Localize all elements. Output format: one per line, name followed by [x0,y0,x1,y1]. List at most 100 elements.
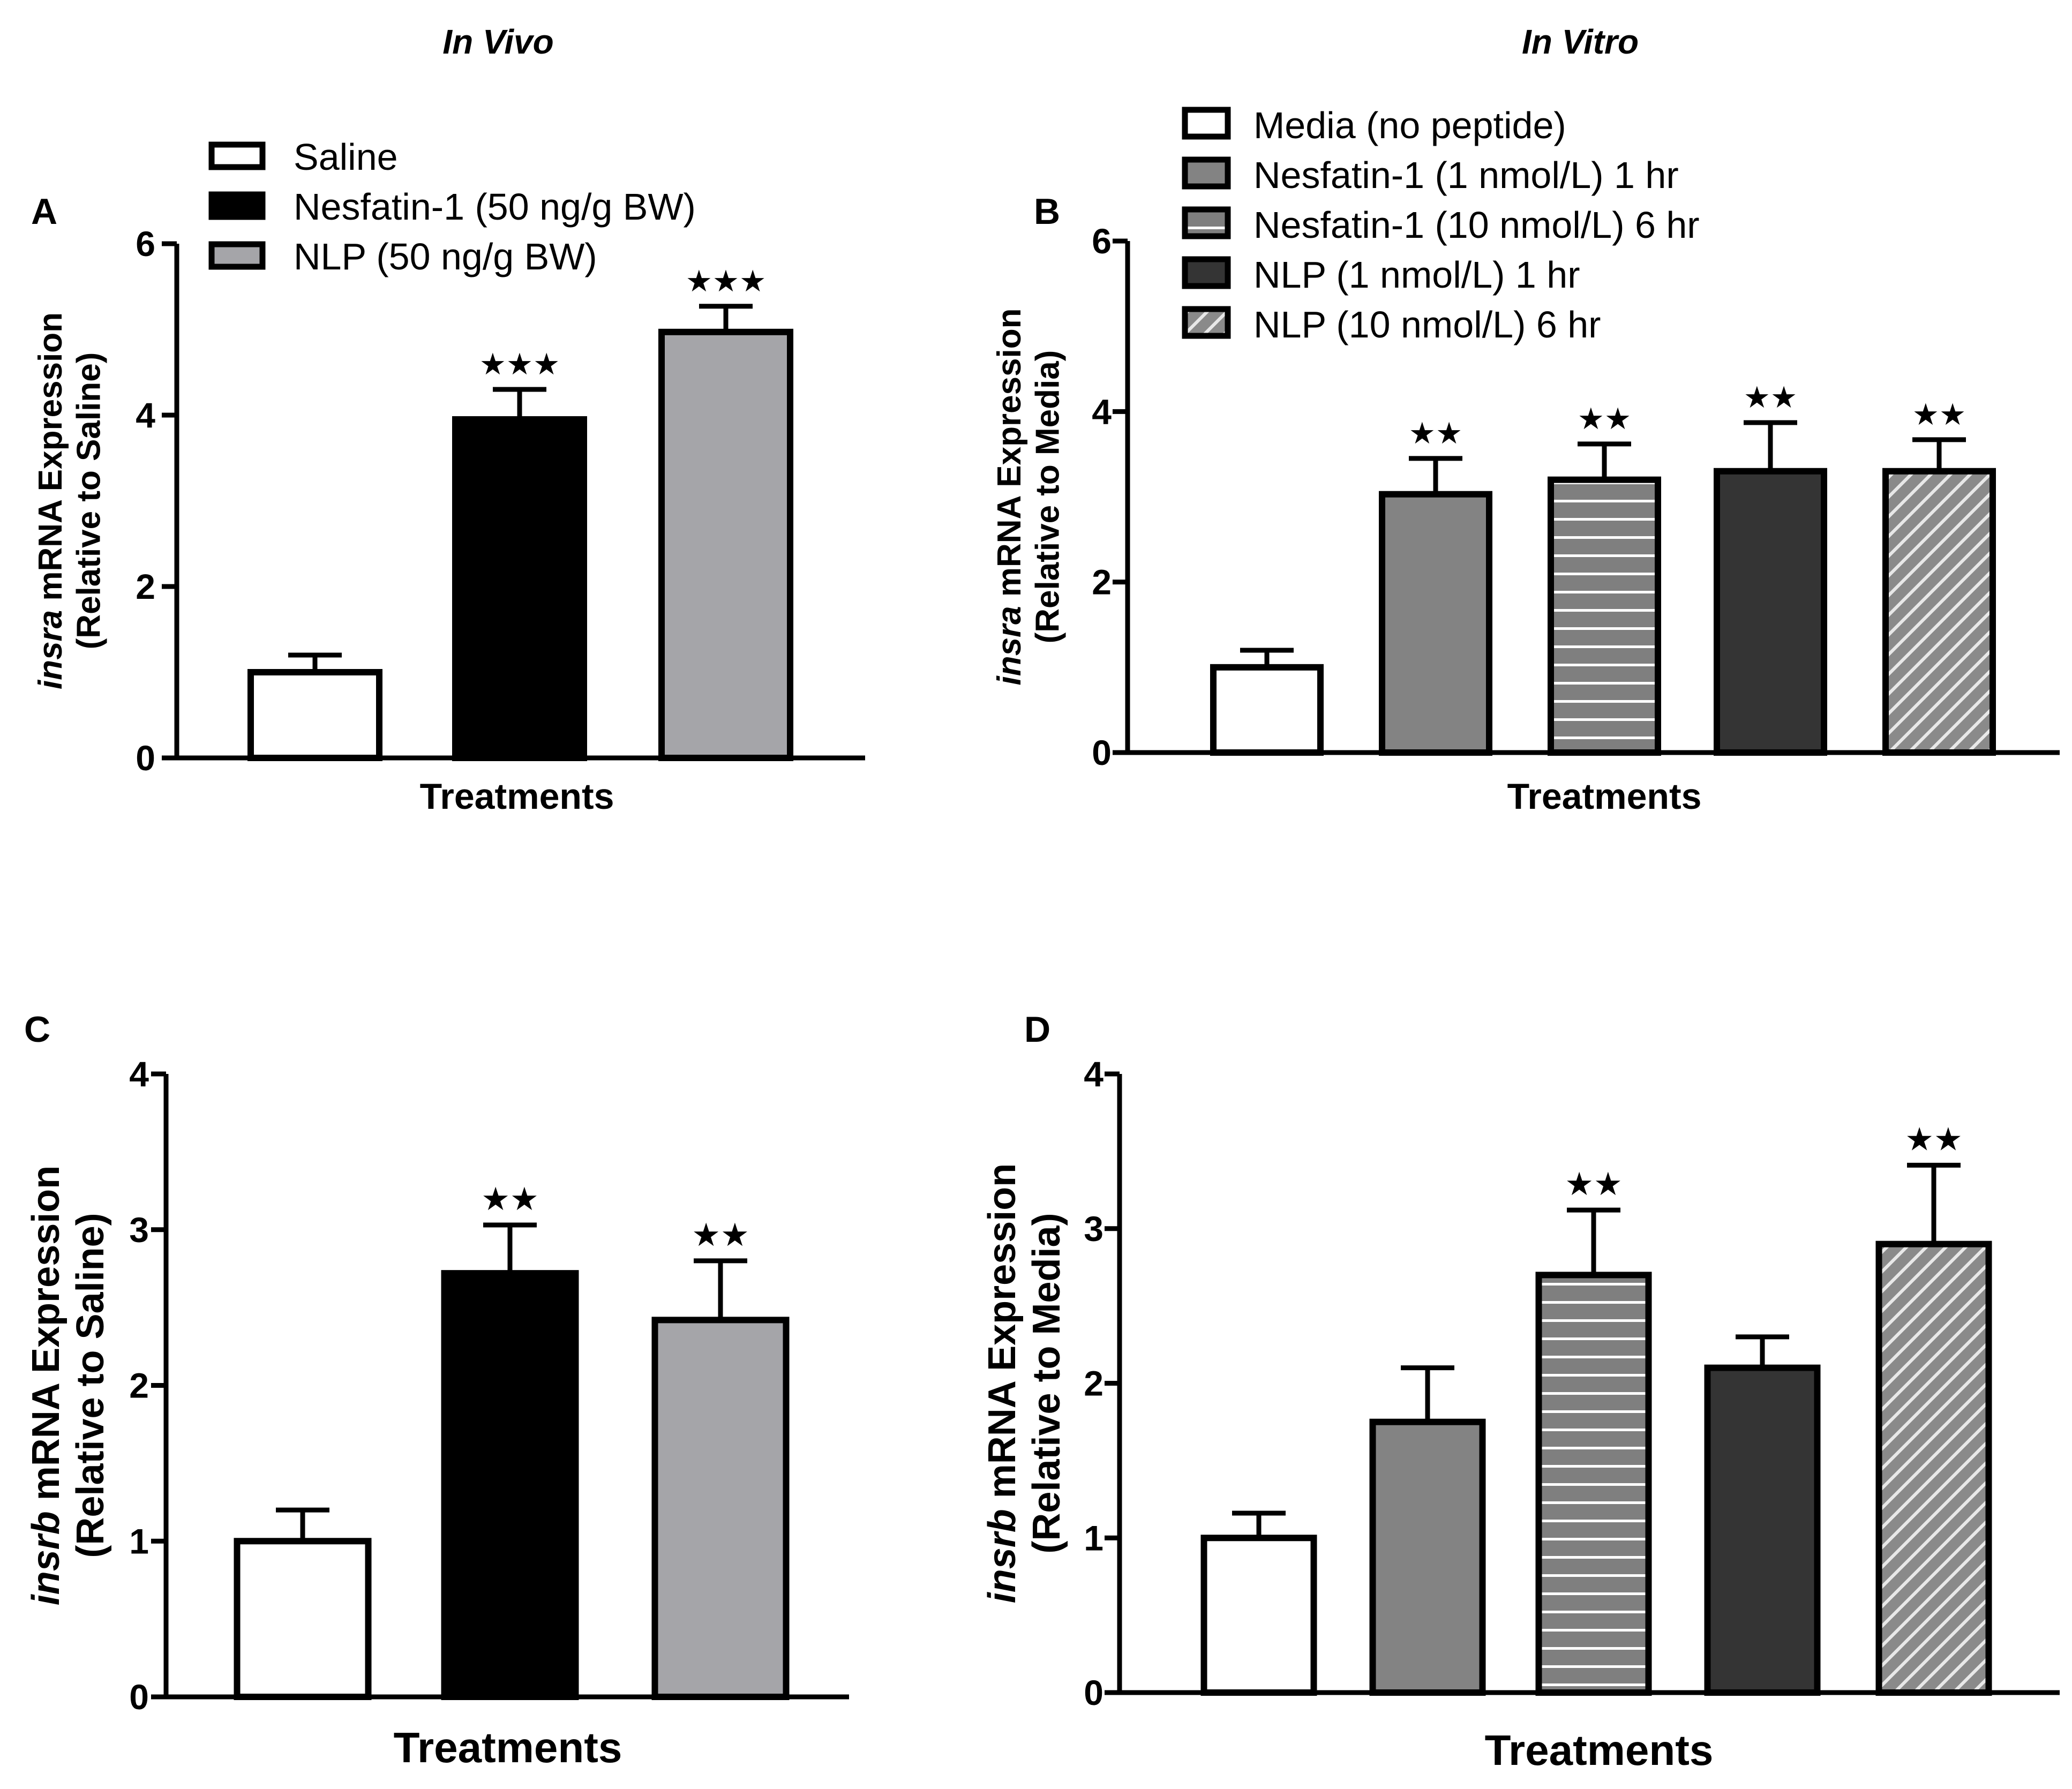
legend-swatch [208,191,266,220]
bar [1200,1535,1317,1696]
bar [1704,1364,1821,1696]
y-axis-label: insra mRNA Expression(Relative to Saline… [32,312,107,689]
significance-stars: ★★ [692,1217,749,1253]
y-axis-label-line2: (Relative to Media) [1029,350,1066,644]
legend-in-vitro: Media (no peptide) Nesfatin-1 (1 nmol/L)… [1182,104,1700,345]
y-axis-label-line1: insrb mRNA Expression [981,1163,1024,1604]
y-tick-label: 3 [1084,1209,1103,1249]
legend-item: Nesfatin-1 (50 ng/g BW) [208,186,696,228]
legend-item: NLP (50 ng/g BW) [208,236,597,277]
x-axis-label: Treatments [394,1724,622,1771]
x-axis-label: Treatments [1507,776,1702,817]
bar [1535,1272,1652,1696]
legend-swatch [1182,107,1231,140]
chart-panel-d: 0 1 2 3 4 ★★ ★★ Treatments insrb mRNA Expression… [981,1054,2060,1774]
y-tick-label: 0 [1084,1673,1103,1712]
legend-swatch [1182,256,1231,289]
bar [1714,468,1827,756]
legend-item: NLP (10 nmol/L) 6 hr [1182,304,1601,345]
significance-stars: ★★ [1409,416,1462,450]
y-tick-label: 0 [129,1677,149,1717]
legend-item: Media (no peptide) [1182,104,1566,146]
header-in-vitro: In Vitro [1522,22,1639,61]
y-axis-label: insrb mRNA Expression(Relative to Media) [981,1163,1068,1604]
legend-label: Nesfatin-1 (10 nmol/L) 6 hr [1253,204,1700,246]
y-axis-gene-name: insrb [25,1511,67,1605]
y-axis-label-line1: insrb mRNA Expression [25,1166,67,1606]
y-tick-label: 4 [1092,392,1112,431]
legend-swatch [208,241,266,270]
significance-stars: ★★ [1744,380,1797,414]
legend-item: Nesfatin-1 (10 nmol/L) 6 hr [1182,204,1700,246]
bar [441,1270,579,1700]
panel-letter-d: D [1024,1009,1050,1050]
y-tick-label: 1 [1084,1518,1103,1558]
legend-item: Nesfatin-1 (1 nmol/L) 1 hr [1182,154,1679,196]
significance-stars: ★★ [1905,1121,1963,1157]
legend-label: NLP (10 nmol/L) 6 hr [1253,304,1601,345]
legend-swatch [1182,156,1231,190]
y-tick-label: 2 [136,567,155,606]
y-tick-label: 4 [1084,1054,1103,1094]
y-axis-label: insrb mRNA Expression(Relative to Saline… [25,1166,112,1606]
y-tick-label: 0 [136,738,155,778]
bar [1548,476,1661,756]
y-tick-label: 4 [136,395,155,435]
y-axis-label-rest: mRNA Expression [25,1166,67,1512]
legend-label: NLP (50 ng/g BW) [294,236,597,277]
bar [658,328,793,761]
bar [452,416,587,761]
bar [247,669,382,761]
y-tick-label: 4 [129,1054,149,1094]
y-axis-label-line1: insra mRNA Expression [32,312,69,689]
chart-panel-b: 0 2 4 6 ★★ ★★ ★★ ★★ Treatments insra mRNA Express… [991,221,2060,817]
y-tick-label: 2 [129,1366,149,1405]
y-axis-label-line2: (Relative to Saline) [70,352,107,650]
y-axis-gene-name: insra [991,606,1028,685]
legend-item: NLP (1 nmol/L) 1 hr [1182,254,1580,296]
legend-label: Nesfatin-1 (1 nmol/L) 1 hr [1253,154,1679,196]
panel-letter-c: C [24,1009,50,1050]
legend-item: Saline [208,136,398,178]
bar [651,1317,790,1700]
bar [1379,491,1492,756]
y-axis-label-line2: (Relative to Media) [1025,1213,1068,1553]
legend-label: Media (no peptide) [1253,104,1566,146]
y-tick-label: 6 [136,224,155,264]
legend-label: Nesfatin-1 (50 ng/g BW) [294,186,696,228]
y-tick-label: 2 [1092,562,1112,602]
bar [1882,468,1996,756]
y-tick-label: 2 [1084,1364,1103,1403]
legend-label: Saline [294,136,398,178]
y-tick-label: 6 [1092,221,1112,261]
y-tick-label: 1 [129,1521,149,1561]
y-axis-label-line2: (Relative to Saline) [69,1213,112,1558]
legend-swatch [1182,206,1231,239]
legend-in-vivo: Saline Nesfatin-1 (50 ng/g BW) NLP (50 n… [208,136,696,277]
chart-panel-c: 0 1 2 3 4 ★★ ★★ Treatments insrb mRNA Expression… [25,1054,849,1771]
significance-stars: ★★ [1578,402,1631,435]
bar [1875,1241,1992,1696]
legend-label: NLP (1 nmol/L) 1 hr [1253,254,1580,296]
panel-letter-b: B [1034,191,1060,232]
y-axis-label: insra mRNA Expression(Relative to Media) [991,308,1066,685]
significance-stars: ★★ [1565,1166,1623,1202]
x-axis-label: Treatments [420,776,614,817]
y-axis-label-rest: mRNA Expression [981,1163,1024,1509]
y-axis-label-rest: mRNA Expression [32,312,69,610]
y-axis-gene-name: insrb [981,1509,1024,1603]
header-in-vivo: In Vivo [442,22,553,61]
y-axis-label-line1: insra mRNA Expression [991,308,1028,685]
panel-letter-a: A [31,191,57,232]
y-axis-label-rest: mRNA Expression [991,308,1028,606]
significance-stars: ★★ [1912,397,1966,431]
significance-stars: ★★ [481,1181,539,1217]
chart-panel-a: 0 2 4 6 ★★★ ★★★ Treatments insra mRNA Expressio… [32,224,865,817]
y-tick-label: 3 [129,1210,149,1250]
bar [1210,664,1324,756]
bar [234,1538,372,1700]
significance-stars: ★★★ [686,264,767,298]
x-axis-label: Treatments [1485,1726,1714,1774]
significance-stars: ★★★ [479,347,560,381]
